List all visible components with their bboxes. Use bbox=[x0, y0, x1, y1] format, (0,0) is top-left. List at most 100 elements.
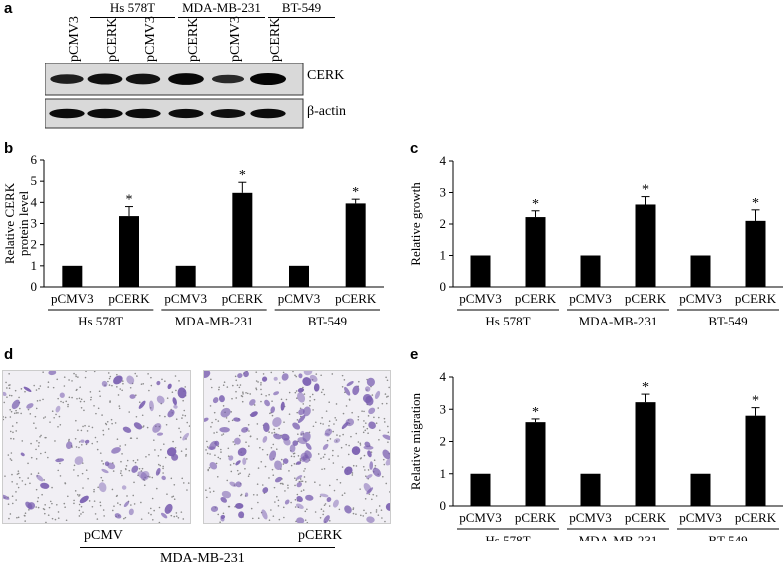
migrated-cell bbox=[101, 380, 108, 387]
y-tick-label: 1 bbox=[440, 248, 447, 263]
membrane-pore bbox=[335, 440, 338, 442]
membrane-pore bbox=[150, 513, 152, 516]
membrane-pore bbox=[119, 503, 122, 506]
membrane-pore bbox=[384, 520, 386, 523]
membrane-pore bbox=[188, 425, 190, 427]
membrane-pore bbox=[80, 429, 83, 432]
membrane-pore bbox=[322, 510, 325, 512]
migrated-cell bbox=[297, 387, 304, 393]
membrane-pore bbox=[260, 393, 263, 396]
migrated-cell bbox=[313, 383, 320, 392]
membrane-pore bbox=[9, 513, 12, 515]
membrane-pore bbox=[102, 509, 105, 511]
membrane-pore bbox=[212, 490, 215, 493]
membrane-pore bbox=[302, 489, 305, 491]
membrane-pore bbox=[311, 393, 314, 396]
membrane-pore bbox=[91, 505, 94, 508]
membrane-pore bbox=[341, 494, 344, 497]
membrane-pore bbox=[111, 384, 113, 387]
membrane-pore bbox=[375, 495, 378, 497]
membrane-pore bbox=[332, 462, 335, 464]
blot-band bbox=[50, 74, 84, 84]
membrane-pore bbox=[10, 394, 13, 397]
membrane-pore bbox=[63, 502, 66, 505]
migrated-cell bbox=[382, 449, 390, 460]
membrane-pore bbox=[60, 400, 62, 403]
membrane-pore bbox=[257, 517, 260, 519]
membrane-pore bbox=[377, 407, 380, 409]
migrated-cell bbox=[138, 400, 146, 409]
membrane-pore bbox=[30, 473, 33, 475]
membrane-pore bbox=[384, 393, 387, 395]
membrane-pore bbox=[67, 403, 69, 406]
membrane-pore bbox=[369, 511, 372, 514]
migrated-cell bbox=[137, 471, 148, 480]
x-category-label: pCMV3 bbox=[459, 291, 502, 306]
membrane-pore bbox=[135, 394, 137, 396]
membrane-pore bbox=[47, 381, 50, 383]
membrane-pore bbox=[33, 384, 35, 387]
membrane-pore bbox=[75, 389, 78, 392]
y-tick-label: 6 bbox=[31, 152, 38, 167]
membrane-pore bbox=[226, 386, 229, 388]
membrane-pore bbox=[15, 491, 17, 493]
membrane-pore bbox=[365, 475, 367, 477]
membrane-pore bbox=[209, 405, 212, 407]
y-tick-label: 0 bbox=[440, 498, 447, 513]
migrated-cell bbox=[59, 392, 65, 398]
blot-lane-label: pCERK bbox=[105, 17, 120, 62]
group-label: Hs 578T bbox=[485, 533, 530, 541]
membrane-pore bbox=[276, 495, 278, 498]
membrane-pore bbox=[36, 500, 39, 503]
y-tick-label: 3 bbox=[440, 185, 447, 200]
migrated-cell bbox=[344, 505, 352, 514]
membrane-pore bbox=[136, 375, 138, 377]
membrane-pore bbox=[107, 372, 110, 374]
membrane-pore bbox=[359, 442, 362, 445]
membrane-pore bbox=[341, 385, 344, 388]
membrane-pore bbox=[83, 409, 85, 412]
membrane-pore bbox=[303, 393, 306, 395]
membrane-pore bbox=[138, 467, 141, 470]
migrated-cell bbox=[167, 383, 172, 390]
membrane-pore bbox=[378, 438, 380, 441]
membrane-pore bbox=[385, 482, 388, 485]
membrane-pore bbox=[260, 460, 263, 463]
membrane-pore bbox=[266, 453, 269, 456]
migrated-cell bbox=[303, 371, 313, 376]
blot-lane-label: pCMV3 bbox=[143, 16, 158, 62]
membrane-pore bbox=[332, 449, 334, 452]
migrated-cell bbox=[55, 405, 61, 413]
membrane-pore bbox=[295, 375, 298, 378]
membrane-pore bbox=[53, 416, 55, 419]
membrane-pore bbox=[3, 416, 4, 418]
membrane-pore bbox=[67, 495, 69, 498]
membrane-pore bbox=[68, 396, 71, 399]
membrane-pore bbox=[210, 386, 213, 389]
membrane-pore bbox=[296, 493, 299, 496]
membrane-pore bbox=[80, 406, 83, 409]
migrated-cell bbox=[79, 495, 89, 504]
membrane-pore bbox=[110, 418, 113, 421]
membrane-pore bbox=[381, 517, 383, 519]
membrane-pore bbox=[320, 391, 323, 394]
membrane-pore bbox=[343, 492, 346, 494]
membrane-pore bbox=[367, 415, 370, 417]
membrane-pore bbox=[375, 511, 378, 513]
membrane-pore bbox=[44, 504, 46, 506]
migrated-cell bbox=[295, 503, 304, 509]
membrane-pore bbox=[359, 444, 362, 446]
membrane-pore bbox=[4, 475, 6, 477]
membrane-pore bbox=[146, 426, 149, 429]
blot-band bbox=[87, 73, 123, 85]
migrated-cell bbox=[237, 447, 247, 457]
membrane-pore bbox=[363, 410, 365, 413]
membrane-pore bbox=[182, 399, 184, 402]
membrane-pore bbox=[144, 476, 146, 479]
migrated-cell bbox=[372, 467, 382, 477]
membrane-pore bbox=[86, 430, 89, 432]
membrane-pore bbox=[235, 379, 238, 382]
membrane-pore bbox=[142, 426, 144, 428]
membrane-pore bbox=[272, 474, 275, 477]
x-category-label: pCERK bbox=[515, 510, 557, 525]
